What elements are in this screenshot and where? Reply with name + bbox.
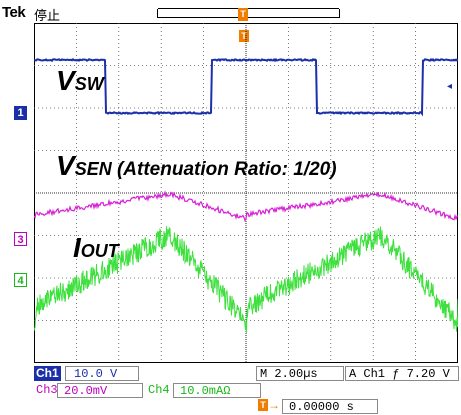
ch3-scale-readout[interactable]: 20.0mV bbox=[57, 383, 143, 398]
ch4-scale-readout[interactable]: 10.0mAΩ bbox=[173, 383, 261, 398]
ch3-ground-marker[interactable]: 3 bbox=[14, 232, 27, 246]
ch3-tag[interactable]: Ch3 bbox=[34, 383, 58, 398]
brand-logo: Tek bbox=[2, 4, 25, 21]
ch4-tag[interactable]: Ch4 bbox=[148, 383, 170, 398]
left-arrow-icon: ◂ bbox=[447, 81, 452, 92]
timebase-readout[interactable]: M 2.00µs bbox=[256, 366, 344, 381]
ch4-ground-marker[interactable]: 4 bbox=[14, 273, 27, 287]
vsen-label: VSEN (Attenuation Ratio: 1/20) bbox=[56, 150, 337, 182]
iout-label: IOUT bbox=[73, 232, 119, 264]
status-bar: Tek 停止 T bbox=[0, 0, 461, 24]
horizontal-delay-readout[interactable]: 0.00000 s bbox=[282, 399, 378, 414]
trigger-position-icon[interactable]: T bbox=[238, 8, 248, 21]
vsw-label: VSW bbox=[56, 65, 104, 97]
ch3-waveform bbox=[34, 192, 458, 221]
right-arrow-icon: → bbox=[268, 398, 280, 412]
ch1-ground-marker[interactable]: 1 bbox=[14, 106, 27, 120]
trigger-readout[interactable]: A Ch1 ƒ 7.20 V bbox=[345, 366, 459, 381]
trigger-position-icon: T bbox=[258, 399, 268, 411]
ch1-scale-readout[interactable]: 10.0 V bbox=[65, 366, 139, 381]
ch1-tag[interactable]: Ch1 bbox=[34, 366, 61, 381]
acquisition-status: 停止 bbox=[34, 5, 60, 24]
record-length-bar bbox=[157, 9, 340, 18]
